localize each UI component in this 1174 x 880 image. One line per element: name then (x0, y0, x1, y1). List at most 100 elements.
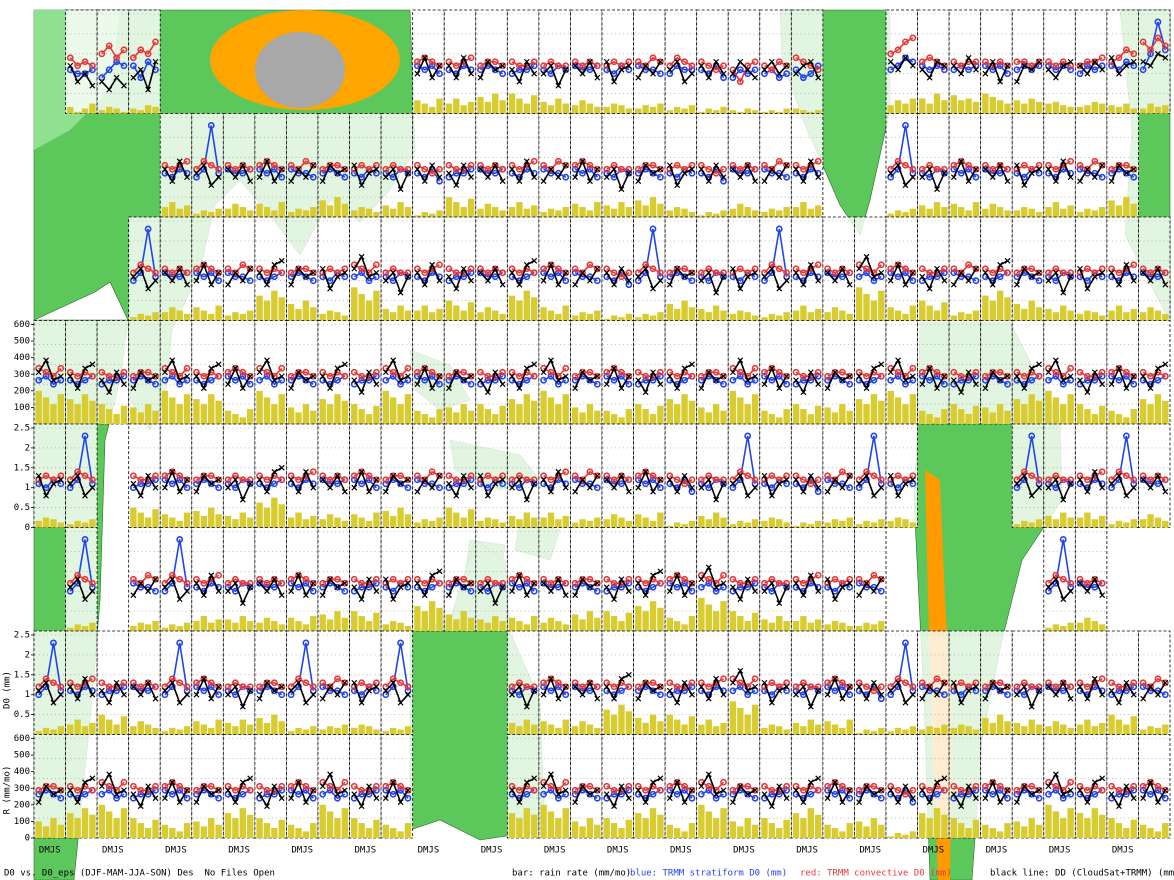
series-marker (775, 74, 783, 82)
rain-bar (35, 390, 42, 424)
series-marker (405, 170, 411, 177)
rain-bar (751, 210, 759, 217)
rain-bar (144, 517, 152, 528)
series-line (637, 263, 661, 274)
series-marker (562, 66, 570, 74)
series-marker (1059, 269, 1067, 277)
series-marker (554, 265, 562, 273)
series-line (732, 60, 756, 79)
series-marker (1084, 62, 1091, 70)
series-marker (673, 265, 681, 273)
panel (412, 216, 445, 321)
series-marker (814, 261, 822, 269)
series-marker (1004, 269, 1011, 277)
rain-bar (1139, 399, 1147, 424)
series-marker (649, 225, 657, 233)
series-marker (436, 165, 443, 173)
series-marker (341, 166, 348, 173)
series-line (921, 60, 945, 80)
rain-bar (215, 619, 222, 631)
rain-bar (1162, 400, 1169, 424)
series-marker (193, 170, 200, 177)
rain-bar (776, 210, 783, 217)
panel (790, 9, 824, 114)
rain-bar (1060, 305, 1067, 321)
panel (538, 216, 571, 321)
rain-bar (460, 310, 467, 321)
series-marker (1035, 169, 1043, 177)
panel (601, 113, 634, 218)
rain-bar (698, 597, 705, 631)
series-marker (113, 74, 120, 81)
series-line (101, 44, 125, 60)
series-marker (302, 174, 309, 181)
rain-bar (933, 310, 941, 321)
rain-bar (445, 614, 453, 631)
series-line (700, 163, 725, 183)
panel (159, 216, 193, 321)
series-marker (783, 70, 791, 78)
rain-bar (824, 522, 831, 528)
panel (759, 527, 792, 632)
series-marker (1004, 257, 1011, 264)
rain-bar (1013, 399, 1021, 424)
rain-bar (751, 612, 759, 631)
rain-bar (460, 105, 467, 114)
rain-bar (200, 404, 208, 424)
rain-bar (428, 213, 436, 217)
rain-bar (674, 621, 681, 631)
rain-bar (610, 514, 618, 528)
rain-bar (1052, 397, 1060, 424)
rain-bar (57, 522, 65, 528)
series-marker (783, 62, 790, 69)
series-line (385, 267, 408, 274)
rain-bar (453, 202, 460, 217)
series-line (1111, 168, 1135, 178)
rain-bar (445, 300, 453, 321)
panel (286, 320, 319, 425)
panel (506, 9, 540, 114)
series-marker (950, 58, 958, 66)
rain-bar (1108, 524, 1115, 528)
series-marker (926, 285, 933, 292)
panel-frame (33, 630, 66, 735)
rain-bar (909, 305, 917, 321)
rain-bar (807, 414, 814, 424)
series-marker (958, 70, 965, 77)
rain-bar (950, 203, 957, 217)
series-marker (1091, 157, 1099, 165)
series-marker (926, 66, 934, 74)
rain-bar (208, 212, 215, 217)
panel-frame (65, 9, 98, 114)
series-marker (523, 158, 530, 165)
rain-bar (193, 621, 200, 631)
series-line (890, 37, 914, 55)
series-marker (625, 269, 633, 277)
series-marker (477, 166, 484, 173)
series-marker (215, 169, 223, 177)
rain-bar (373, 212, 380, 217)
series-marker (225, 281, 231, 288)
series-marker (358, 253, 365, 260)
series-line (1110, 163, 1135, 182)
rain-bar (247, 310, 254, 321)
panel (412, 423, 445, 528)
rain-bar (310, 616, 317, 631)
series-marker (618, 265, 625, 272)
rain-bar (586, 611, 594, 631)
series-marker (642, 62, 649, 69)
rain-bar (562, 305, 569, 321)
series-marker (736, 66, 744, 74)
series-marker (562, 269, 570, 277)
rain-bar (1045, 627, 1052, 631)
panel-frame (222, 527, 256, 632)
panel-frame (475, 527, 508, 632)
rain-bar (531, 517, 538, 528)
panel (317, 320, 350, 425)
series-marker (452, 165, 460, 173)
rain-bar (649, 197, 657, 217)
rain-bar (287, 517, 295, 528)
rain-bar (176, 208, 183, 217)
series-marker (650, 170, 656, 177)
series-marker (712, 169, 720, 177)
